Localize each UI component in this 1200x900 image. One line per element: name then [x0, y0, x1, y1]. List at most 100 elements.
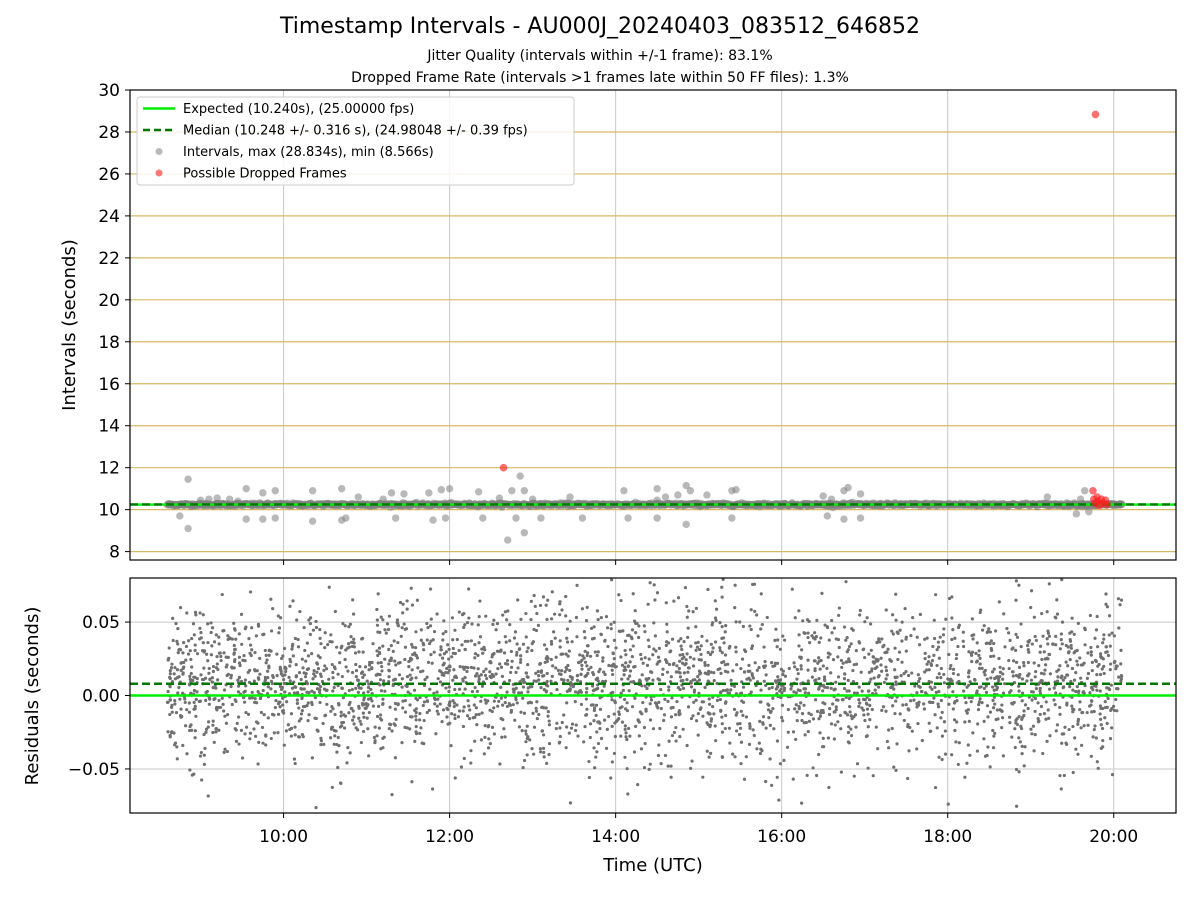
residual-point	[1003, 682, 1007, 686]
residual-point	[625, 709, 630, 713]
residual-point	[214, 633, 218, 637]
residual-point	[846, 678, 850, 682]
residual-point	[900, 620, 904, 624]
residual-point	[1103, 716, 1107, 720]
residual-point	[394, 717, 398, 722]
residual-point	[1020, 699, 1024, 703]
residual-point	[739, 762, 743, 766]
residual-point	[937, 690, 941, 694]
interval-outlier-point	[508, 487, 516, 495]
residual-point	[609, 622, 613, 626]
residual-point	[416, 666, 420, 670]
residual-point	[845, 650, 849, 654]
residual-point	[826, 736, 831, 740]
residual-point	[1095, 673, 1099, 677]
residual-point	[540, 705, 544, 710]
residual-point	[984, 684, 988, 688]
residual-point	[915, 635, 919, 639]
residual-point	[1038, 712, 1042, 717]
residual-point	[923, 670, 927, 674]
residual-point	[356, 574, 359, 577]
residual-point	[799, 667, 803, 671]
residual-point	[876, 685, 881, 689]
interval-outlier-point	[653, 484, 661, 493]
residual-point	[168, 735, 172, 739]
residual-point	[206, 659, 210, 663]
dropped-frame-point	[1089, 486, 1097, 495]
residual-point	[987, 627, 991, 631]
residual-point	[343, 714, 348, 718]
residual-point	[1014, 767, 1019, 772]
residual-point	[1085, 676, 1089, 680]
residual-point	[505, 690, 509, 694]
residual-point	[351, 612, 356, 616]
residual-point	[584, 697, 588, 701]
top-y-tick-label: 12	[98, 459, 120, 479]
residual-point	[718, 646, 722, 650]
residual-point	[952, 701, 957, 705]
residual-point	[545, 761, 549, 765]
residual-point	[225, 663, 229, 667]
residual-point	[843, 672, 847, 676]
residual-point	[866, 766, 870, 770]
residual-point	[988, 630, 992, 634]
residual-point	[358, 719, 362, 723]
residual-point	[564, 746, 568, 750]
residual-point	[594, 713, 598, 718]
residual-point	[1089, 650, 1093, 654]
residual-point	[1076, 719, 1080, 724]
residual-point	[750, 644, 755, 648]
residual-point	[741, 624, 745, 629]
residual-point	[244, 710, 248, 715]
residual-point	[706, 679, 710, 683]
residual-point	[182, 665, 186, 669]
residual-point	[297, 719, 301, 723]
residual-point	[301, 666, 305, 670]
residual-point	[1076, 621, 1080, 625]
residual-point	[475, 689, 479, 694]
residual-point	[503, 610, 507, 614]
residual-point	[322, 742, 326, 746]
residual-point	[253, 700, 257, 704]
residual-point	[310, 700, 314, 705]
residual-point	[488, 670, 492, 674]
residual-point	[939, 676, 943, 680]
residual-point	[200, 778, 204, 782]
residual-point	[831, 702, 835, 706]
residual-point	[442, 619, 446, 623]
interval-outlier-point	[686, 487, 695, 495]
residual-point	[1119, 662, 1123, 666]
residual-point	[665, 630, 669, 634]
residual-point	[233, 628, 237, 632]
residual-point	[170, 710, 174, 714]
residual-point	[836, 655, 840, 659]
residual-point	[1105, 605, 1110, 609]
residual-point	[1023, 745, 1027, 749]
residual-point	[234, 739, 239, 743]
residual-point	[263, 678, 267, 682]
residual-point	[587, 759, 591, 764]
residual-point	[967, 650, 971, 654]
residual-point	[193, 707, 197, 711]
residual-point	[432, 630, 437, 634]
residual-point	[821, 689, 825, 693]
residual-point	[461, 679, 465, 683]
residual-point	[906, 673, 911, 678]
residual-point	[710, 623, 714, 627]
residual-point	[223, 714, 227, 718]
residual-point	[440, 719, 444, 724]
residual-point	[982, 737, 986, 741]
residual-point	[894, 699, 898, 703]
residual-point	[648, 702, 652, 706]
residual-point	[318, 672, 323, 676]
residual-point	[989, 654, 993, 659]
residual-point	[420, 741, 424, 745]
residual-point	[323, 646, 327, 650]
residual-point	[1119, 679, 1123, 683]
residual-point	[422, 700, 427, 704]
residual-point	[961, 639, 965, 643]
residual-point	[511, 703, 515, 707]
residual-point	[643, 630, 647, 634]
residual-point	[619, 598, 623, 603]
residual-point	[628, 734, 632, 738]
